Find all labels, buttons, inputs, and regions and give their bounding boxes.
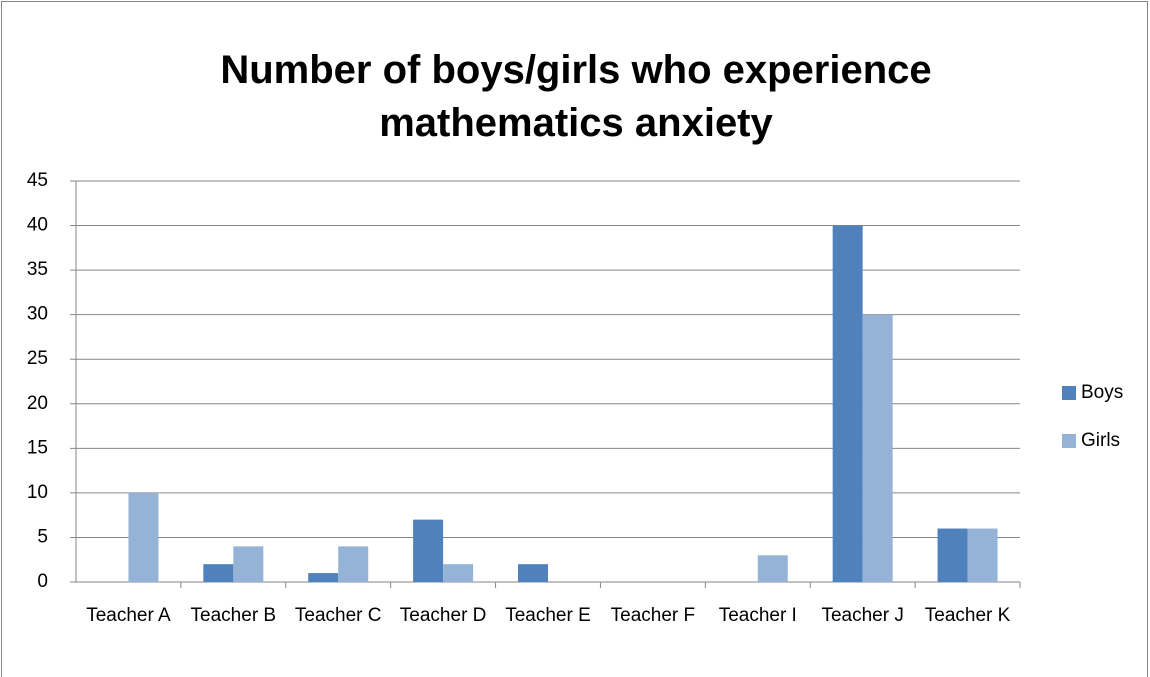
legend-swatch (1062, 386, 1076, 400)
y-tick-label: 0 (37, 571, 48, 592)
x-tick-label: Teacher E (505, 605, 591, 626)
x-tick-label: Teacher A (86, 605, 171, 626)
x-tick-label: Teacher I (719, 605, 797, 626)
y-tick-label: 15 (27, 437, 48, 458)
bar (128, 492, 159, 582)
y-tick-label: 5 (37, 526, 48, 547)
bar (757, 555, 788, 582)
bar (413, 519, 444, 582)
bar (203, 564, 234, 582)
y-tick-label: 35 (27, 259, 48, 280)
y-tick-label: 40 (27, 215, 48, 236)
bar (338, 546, 369, 582)
x-tick-label: Teacher D (400, 605, 487, 626)
y-tick-label: 25 (27, 348, 48, 369)
bar (233, 546, 264, 582)
y-tick-label: 45 (27, 170, 48, 191)
x-tick-label: Teacher J (821, 605, 903, 626)
y-tick-label: 20 (27, 393, 48, 414)
legend-label: Girls (1081, 430, 1120, 451)
bar (862, 314, 893, 582)
bar (967, 528, 998, 582)
y-tick-label: 30 (27, 304, 48, 325)
legend-swatch (1062, 434, 1076, 448)
x-tick-label: Teacher C (295, 605, 382, 626)
x-tick-label: Teacher B (191, 605, 277, 626)
bar (937, 528, 968, 582)
bar (308, 573, 339, 582)
legend-label: Boys (1081, 382, 1123, 403)
bar (518, 564, 548, 582)
bar (832, 225, 863, 583)
x-tick-label: Teacher K (925, 605, 1011, 626)
y-tick-label: 10 (27, 482, 48, 503)
chart-title: Number of boys/girls who experience mathe… (220, 48, 931, 145)
bar (443, 564, 474, 582)
x-tick-label: Teacher F (611, 605, 695, 626)
